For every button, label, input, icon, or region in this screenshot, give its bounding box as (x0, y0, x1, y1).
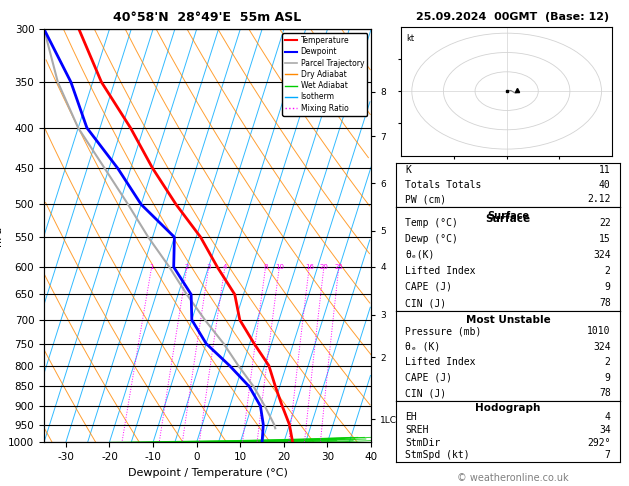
Text: 8: 8 (264, 264, 268, 270)
Text: 4: 4 (223, 264, 227, 270)
Text: 2: 2 (604, 266, 611, 276)
Text: SREH: SREH (405, 425, 429, 435)
Text: Lifted Index: Lifted Index (405, 266, 476, 276)
Text: kt: kt (406, 35, 415, 43)
Text: θₑ (K): θₑ (K) (405, 342, 440, 352)
Title: 40°58'N  28°49'E  55m ASL: 40°58'N 28°49'E 55m ASL (113, 11, 302, 24)
Text: Surface: Surface (487, 211, 529, 221)
Text: CAPE (J): CAPE (J) (405, 282, 452, 292)
Text: CAPE (J): CAPE (J) (405, 373, 452, 382)
Text: 40: 40 (599, 180, 611, 190)
Text: 20: 20 (320, 264, 328, 270)
Text: K: K (405, 165, 411, 175)
Text: CIN (J): CIN (J) (405, 298, 447, 308)
Text: Lifted Index: Lifted Index (405, 357, 476, 367)
Text: 34: 34 (599, 425, 611, 435)
Text: 16: 16 (304, 264, 314, 270)
Text: 11: 11 (599, 165, 611, 175)
X-axis label: Dewpoint / Temperature (°C): Dewpoint / Temperature (°C) (128, 468, 287, 478)
Text: 10: 10 (275, 264, 284, 270)
Text: StmDir: StmDir (405, 438, 440, 448)
Text: 7: 7 (604, 451, 611, 460)
Text: Surface: Surface (486, 214, 530, 224)
Text: Most Unstable: Most Unstable (465, 314, 550, 325)
Text: 9: 9 (604, 282, 611, 292)
Text: StmSpd (kt): StmSpd (kt) (405, 451, 470, 460)
Text: Dewp (°C): Dewp (°C) (405, 234, 458, 243)
Text: 78: 78 (599, 298, 611, 308)
Text: Temp (°C): Temp (°C) (405, 218, 458, 227)
Text: 4: 4 (604, 413, 611, 422)
Text: 324: 324 (593, 250, 611, 260)
Text: CIN (J): CIN (J) (405, 388, 447, 398)
Text: EH: EH (405, 413, 417, 422)
Text: 324: 324 (593, 342, 611, 352)
Legend: Temperature, Dewpoint, Parcel Trajectory, Dry Adiabat, Wet Adiabat, Isotherm, Mi: Temperature, Dewpoint, Parcel Trajectory… (282, 33, 367, 116)
Text: Pressure (mb): Pressure (mb) (405, 326, 482, 336)
Text: 15: 15 (599, 234, 611, 243)
Y-axis label: km
ASL: km ASL (418, 236, 437, 257)
Text: 25.09.2024  00GMT  (Base: 12): 25.09.2024 00GMT (Base: 12) (416, 12, 610, 22)
Text: Totals Totals: Totals Totals (405, 180, 482, 190)
Text: 292°: 292° (587, 438, 611, 448)
Text: 25: 25 (335, 264, 343, 270)
Text: 3: 3 (206, 264, 211, 270)
Text: 22: 22 (599, 218, 611, 227)
Text: 2: 2 (604, 357, 611, 367)
Text: PW (cm): PW (cm) (405, 194, 447, 204)
Text: 2.12: 2.12 (587, 194, 611, 204)
Text: 1: 1 (150, 264, 154, 270)
Text: 1010: 1010 (587, 326, 611, 336)
Text: θₑ(K): θₑ(K) (405, 250, 435, 260)
Text: © weatheronline.co.uk: © weatheronline.co.uk (457, 473, 569, 483)
Text: 9: 9 (604, 373, 611, 382)
Y-axis label: hPa: hPa (0, 226, 3, 246)
Text: Hodograph: Hodograph (476, 403, 540, 413)
Text: 78: 78 (599, 388, 611, 398)
Text: 2: 2 (185, 264, 189, 270)
